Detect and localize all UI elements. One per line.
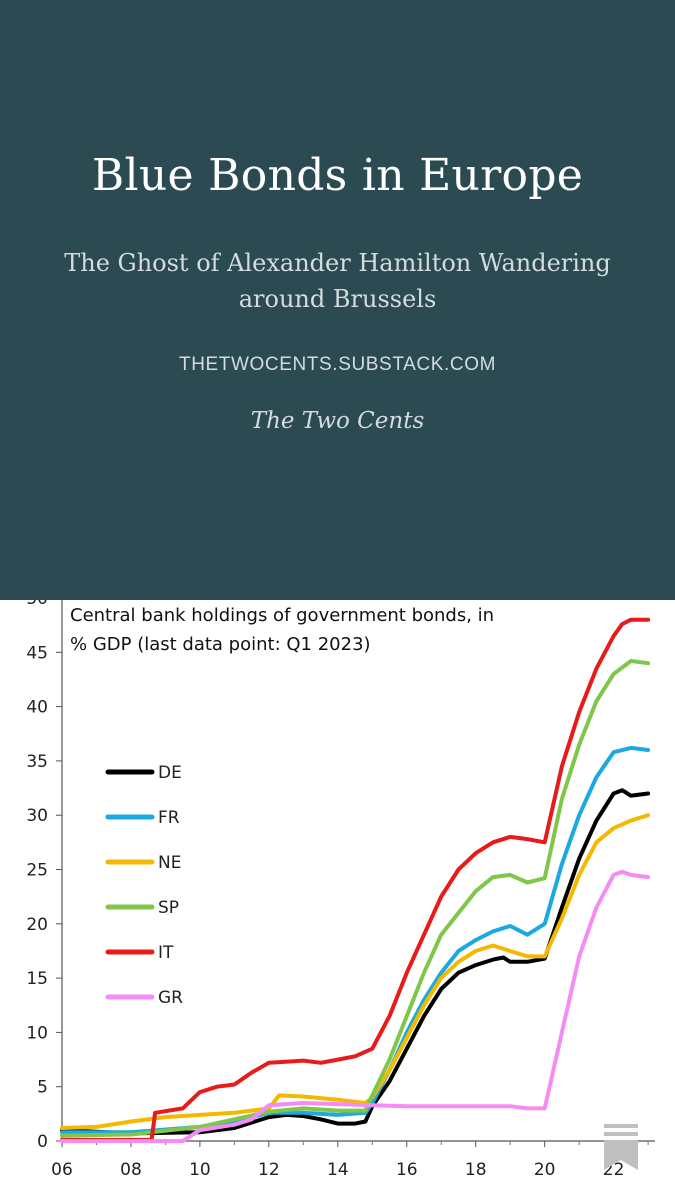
x-tick-label: 18: [465, 1160, 487, 1180]
site-url[interactable]: THETWOCENTS.SUBSTACK.COM: [179, 354, 496, 375]
series-line-ne: [60, 813, 651, 1130]
cover-header: Blue Bonds in Europe The Ghost of Alexan…: [64, 150, 611, 434]
y-tick-label: 10: [26, 1023, 48, 1043]
post-subtitle: The Ghost of Alexander Hamilton Wanderin…: [64, 249, 611, 313]
x-tick-label: 12: [258, 1160, 280, 1180]
legend-label-de: DE: [158, 763, 182, 783]
series-line-de: [60, 788, 651, 1136]
y-tick-label: 20: [26, 915, 48, 935]
series-line-gr: [60, 869, 651, 1143]
y-tick-label: 35: [26, 752, 48, 772]
x-tick-label: 08: [120, 1160, 142, 1180]
y-tick-label: 50: [26, 600, 48, 609]
y-tick-label: 0: [37, 1132, 48, 1152]
y-tick-label: 5: [37, 1078, 48, 1098]
publication-name: The Two Cents: [250, 408, 425, 434]
series-lines: [60, 617, 651, 1143]
legend-label-fr: FR: [158, 808, 180, 828]
chart-axes: 05101520253035404550060810121416182022: [26, 600, 655, 1180]
bookmark-icon[interactable]: [600, 1122, 642, 1172]
bond-holdings-chart: 05101520253035404550060810121416182022 C…: [26, 600, 655, 1180]
x-tick-label: 16: [396, 1160, 418, 1180]
chart-title: Central bank holdings of government bond…: [70, 605, 494, 655]
legend-label-ne: NE: [158, 853, 181, 873]
y-tick-label: 30: [26, 806, 48, 826]
series-line-it: [60, 617, 651, 1142]
series-line-sp: [60, 659, 651, 1138]
x-tick-label: 06: [51, 1160, 73, 1180]
chart-title-line: Central bank holdings of government bond…: [70, 605, 494, 626]
legend-label-sp: SP: [158, 898, 179, 918]
y-tick-label: 25: [26, 861, 48, 881]
chart-legend: DE FR NE SP IT GR: [105, 763, 183, 1008]
x-tick-label: 14: [327, 1160, 349, 1180]
legend-label-it: IT: [158, 943, 174, 963]
y-tick-label: 40: [26, 698, 48, 718]
chart-title-line: % GDP (last data point: Q1 2023): [70, 634, 371, 655]
post-title: Blue Bonds in Europe: [91, 150, 584, 201]
y-tick-label: 15: [26, 969, 48, 989]
y-tick-label: 45: [26, 643, 48, 663]
x-tick-label: 10: [189, 1160, 211, 1180]
legend-label-gr: GR: [158, 988, 183, 1008]
x-tick-label: 20: [534, 1160, 556, 1180]
chart-panel: 05101520253035404550060810121416182022 C…: [0, 600, 675, 1200]
